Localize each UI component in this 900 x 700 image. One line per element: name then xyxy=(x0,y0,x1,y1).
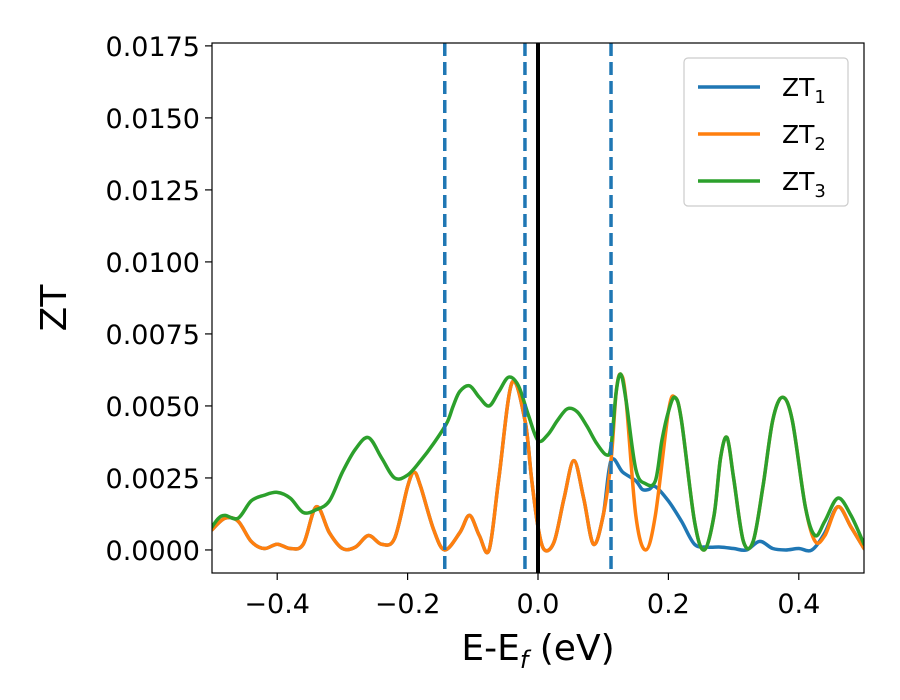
x-tick-label: −0.2 xyxy=(375,589,441,620)
legend: ZT1 ZT2 ZT3 xyxy=(683,57,849,207)
legend-label-zt1: ZT1 xyxy=(782,73,826,108)
legend-box xyxy=(683,57,849,207)
y-tick-label: 0.0100 xyxy=(106,248,200,279)
x-axis-label: E-Ef (eV) xyxy=(461,628,614,674)
y-tick-label: 0.0150 xyxy=(106,104,200,135)
y-tick-label: 0.0050 xyxy=(106,392,200,423)
reference-lines xyxy=(443,43,613,573)
y-axis: 0.0000 0.0025 0.0050 0.0075 0.0100 0.0125 0.01… xyxy=(106,32,212,567)
x-axis: −0.4 −0.2 0.0 0.2 0.4 xyxy=(244,573,820,620)
x-tick-label: 0.2 xyxy=(647,589,690,620)
legend-label-zt2: ZT2 xyxy=(782,120,826,155)
x-tick-label: 0.0 xyxy=(517,589,560,620)
y-axis-label: ZT xyxy=(34,284,75,332)
x-tick-label: 0.4 xyxy=(777,589,820,620)
legend-label-zt3: ZT3 xyxy=(782,167,826,202)
y-tick-label: 0.0125 xyxy=(106,176,200,207)
x-tick-label: −0.4 xyxy=(244,589,310,620)
y-tick-label: 0.0025 xyxy=(106,464,200,495)
y-tick-label: 0.0075 xyxy=(106,320,200,351)
series-line-zt3 xyxy=(212,372,864,552)
y-tick-label: 0.0000 xyxy=(106,536,200,567)
y-tick-label: 0.0175 xyxy=(106,32,200,63)
